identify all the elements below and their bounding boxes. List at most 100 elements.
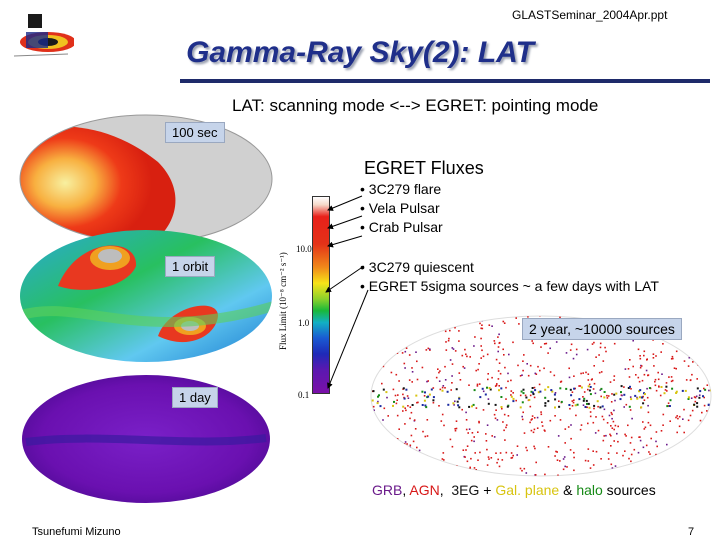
- source-dot: [645, 369, 648, 372]
- source-dot: [533, 445, 535, 448]
- source-dot: [652, 466, 655, 469]
- source-dot: [461, 354, 464, 357]
- source-dot: [440, 420, 443, 422]
- source-dot: [607, 458, 610, 460]
- source-dot: [696, 458, 698, 461]
- source-dot: [670, 376, 673, 378]
- source-dot: [427, 380, 429, 382]
- source-dot: [501, 407, 503, 410]
- plane-source-dot: [699, 390, 702, 393]
- source-dot: [466, 460, 469, 463]
- plane-source-dot: [544, 388, 547, 391]
- source-dot: [645, 464, 647, 467]
- source-dot: [647, 411, 650, 414]
- source-dot: [497, 336, 499, 338]
- source-dot: [478, 383, 481, 385]
- plane-source-dot: [696, 405, 699, 408]
- source-dot: [612, 420, 615, 423]
- source-dot: [416, 360, 418, 363]
- source-dot: [486, 448, 488, 451]
- source-dot: [428, 318, 431, 321]
- source-dot: [687, 365, 690, 367]
- source-dot: [385, 356, 387, 359]
- plane-source-dot: [585, 399, 588, 402]
- source-dot: [531, 418, 533, 420]
- source-dot: [465, 428, 468, 431]
- source-dot: [407, 330, 410, 332]
- source-dot: [656, 456, 659, 459]
- page-number: 7: [688, 526, 695, 538]
- source-dot: [595, 450, 598, 453]
- source-dot: [451, 363, 454, 365]
- label-1day: 1 day: [172, 387, 218, 408]
- source-dot: [519, 467, 522, 470]
- source-dot: [395, 316, 398, 317]
- source-dot: [670, 358, 673, 360]
- plane-source-dot: [687, 396, 690, 399]
- plane-source-dot: [421, 390, 424, 393]
- source-dot: [407, 457, 409, 460]
- source-dot: [507, 372, 509, 375]
- plane-source-dot: [559, 387, 562, 390]
- source-dot: [686, 319, 689, 322]
- source-dot: [404, 423, 406, 425]
- source-dot: [499, 452, 502, 454]
- source-dot: [479, 451, 481, 454]
- source-dot: [529, 394, 532, 397]
- source-dot: [470, 457, 472, 460]
- source-dot: [632, 365, 634, 368]
- source-dot: [613, 307, 615, 309]
- source-dot: [383, 473, 385, 476]
- source-dot: [469, 356, 471, 358]
- plane-source-dot: [613, 393, 616, 396]
- plane-source-dot: [468, 405, 471, 408]
- source-dot: [714, 402, 716, 404]
- source-dot: [459, 379, 462, 381]
- source-dot: [644, 316, 646, 317]
- source-dot: [556, 459, 559, 461]
- source-dot: [685, 448, 688, 451]
- source-dot: [386, 327, 388, 330]
- source-dot: [649, 424, 652, 427]
- plane-source-dot: [704, 388, 707, 391]
- source-dot: [465, 449, 467, 451]
- source-dot: [439, 466, 441, 469]
- source-dot: [559, 419, 562, 421]
- source-dot: [441, 413, 444, 416]
- source-dot: [676, 431, 678, 434]
- source-dot: [664, 307, 666, 309]
- plane-source-dot: [639, 389, 642, 392]
- source-dot: [660, 307, 662, 309]
- source-dot: [693, 438, 696, 440]
- source-dot: [449, 438, 452, 441]
- source-dot: [627, 424, 629, 427]
- source-dot: [684, 441, 686, 443]
- plane-source-dot: [456, 400, 459, 403]
- source-dot: [495, 409, 497, 411]
- source-dot: [715, 323, 717, 325]
- source-dot: [536, 427, 539, 429]
- plane-source-dot: [696, 402, 699, 405]
- source-dot: [437, 469, 440, 471]
- source-dot: [422, 470, 424, 472]
- source-dot: [431, 312, 433, 314]
- source-dot: [510, 394, 512, 396]
- source-dot: [386, 308, 388, 310]
- legend-agn: AGN: [409, 482, 440, 498]
- source-dot: [395, 373, 398, 376]
- source-dot: [463, 455, 466, 458]
- plane-source-dot: [403, 397, 406, 400]
- source-dot: [507, 380, 509, 383]
- source-dot: [639, 357, 642, 360]
- source-dot: [562, 468, 565, 471]
- source-dot: [639, 436, 641, 438]
- source-dot: [589, 411, 592, 413]
- plane-source-dot: [573, 387, 576, 390]
- source-dot: [416, 323, 418, 326]
- source-dot: [408, 447, 410, 450]
- source-legend: GRB, AGN, 3EG + Gal. plane & halo source…: [372, 482, 656, 498]
- source-dot: [481, 324, 483, 326]
- source-dot: [390, 371, 393, 374]
- plane-source-dot: [481, 387, 484, 390]
- plane-source-dot: [623, 393, 626, 396]
